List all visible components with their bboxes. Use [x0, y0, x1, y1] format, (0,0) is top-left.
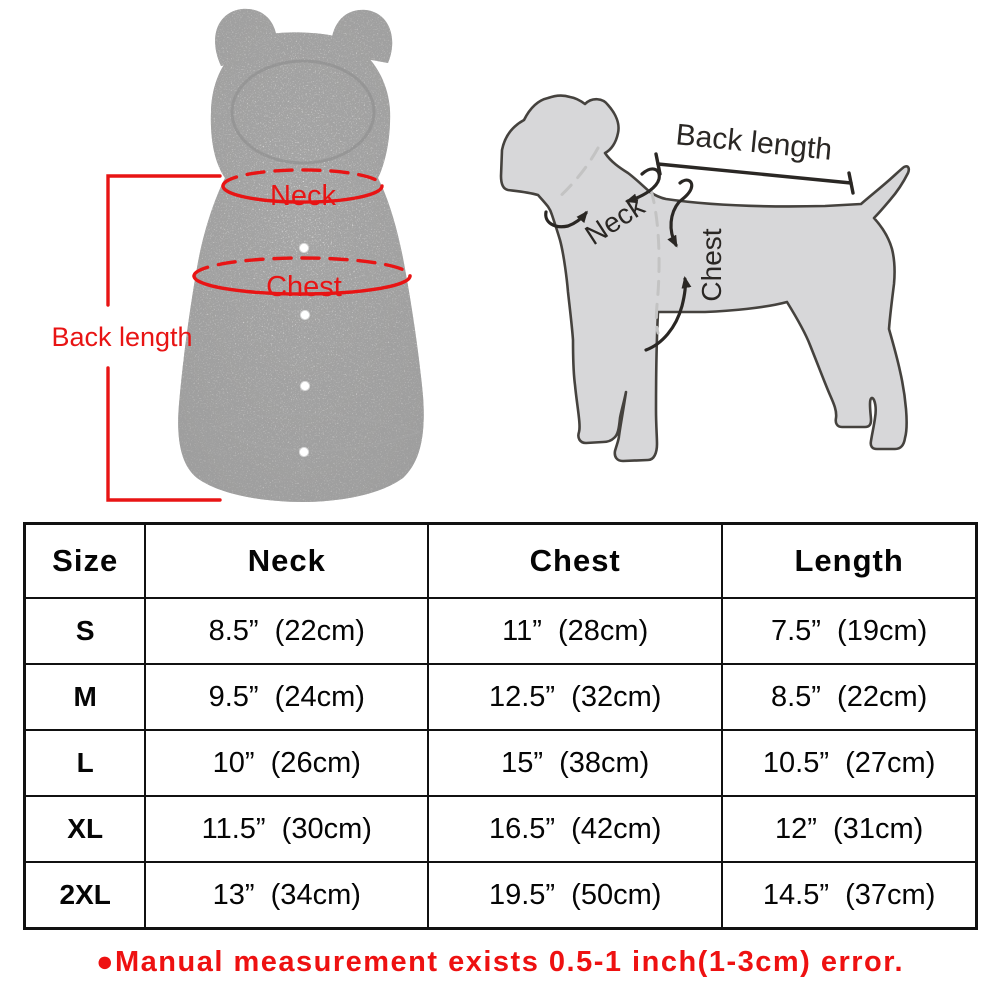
table-row: 2XL 13” (34cm) 19.5” (50cm) 14.5” (37cm) — [23, 861, 978, 930]
size-table-wrap: Size Neck Chest Length S 8.5” (22cm) 11”… — [23, 522, 978, 930]
table-header-row: Size Neck Chest Length — [23, 522, 978, 599]
cell-length: 7.5” (19cm) — [721, 597, 978, 665]
back-length-bracket — [106, 174, 222, 502]
cell-length: 12” (31cm) — [721, 795, 978, 863]
column-header-chest: Chest — [427, 522, 724, 599]
cell-size: L — [23, 729, 147, 797]
dog-back-length-line — [654, 152, 855, 195]
measurement-note: ●Manual measurement exists 0.5-1 inch(1-… — [95, 946, 905, 978]
cell-size: 2XL — [23, 861, 147, 930]
cell-chest: 15” (38cm) — [427, 729, 724, 797]
garment-chest-label: Chest — [266, 271, 342, 303]
garment-seams — [212, 59, 421, 478]
button-dots — [298, 242, 311, 458]
dog-neck-dashed-line — [554, 146, 600, 202]
cell-neck: 13” (34cm) — [144, 861, 430, 930]
cell-chest: 12.5” (32cm) — [427, 663, 724, 731]
table-row: L 10” (26cm) 15” (38cm) 10.5” (27cm) — [23, 729, 978, 797]
neck-ellipse — [221, 168, 384, 204]
dog-back-length-label: Back length — [674, 118, 833, 166]
garment-back-length-label: Back length — [51, 322, 192, 352]
neck-arrow-left-icon — [544, 210, 588, 229]
cell-neck: 9.5” (24cm) — [144, 663, 430, 731]
cell-length: 14.5” (37cm) — [721, 861, 978, 930]
column-header-neck: Neck — [144, 522, 430, 599]
cell-neck: 11.5” (30cm) — [144, 795, 430, 863]
cell-size: S — [23, 597, 147, 665]
cell-chest: 11” (28cm) — [427, 597, 724, 665]
cell-length: 10.5” (27cm) — [721, 729, 978, 797]
size-table: Size Neck Chest Length S 8.5” (22cm) 11”… — [23, 522, 978, 930]
table-row: M 9.5” (24cm) 12.5” (32cm) 8.5” (22cm) — [23, 663, 978, 731]
garment-photo: Back length Neck Chest — [51, 8, 424, 502]
dog-diagram: Neck Chest Back length — [499, 94, 911, 463]
dog-chest-dashed-line — [649, 188, 661, 335]
right-sleeve-seam — [329, 236, 375, 289]
neck-arrow-top-icon — [625, 167, 661, 204]
garment-neck-label: Neck — [270, 180, 337, 212]
dog-chest-label: Chest — [696, 228, 727, 301]
table-row: S 8.5” (22cm) 11” (28cm) 7.5” (19cm) — [23, 597, 978, 665]
cell-length: 8.5” (22cm) — [721, 663, 978, 731]
cell-chest: 19.5” (50cm) — [427, 861, 724, 930]
hem-seam-upper — [212, 412, 421, 433]
cell-neck: 10” (26cm) — [144, 729, 430, 797]
chest-arrow-down-icon — [667, 178, 694, 248]
left-sleeve-seam — [214, 231, 296, 313]
chest-arrow-up-icon — [644, 276, 692, 352]
cell-size: XL — [23, 795, 147, 863]
hood-seam — [230, 59, 376, 165]
chest-ellipse — [192, 256, 412, 296]
column-header-size: Size — [23, 522, 147, 599]
table-row: XL 11.5” (30cm) 16.5” (42cm) 12” (31cm) — [23, 795, 978, 863]
cell-neck: 8.5” (22cm) — [144, 597, 430, 665]
cell-size: M — [23, 663, 147, 731]
column-header-length: Length — [721, 522, 978, 599]
cell-chest: 16.5” (42cm) — [427, 795, 724, 863]
